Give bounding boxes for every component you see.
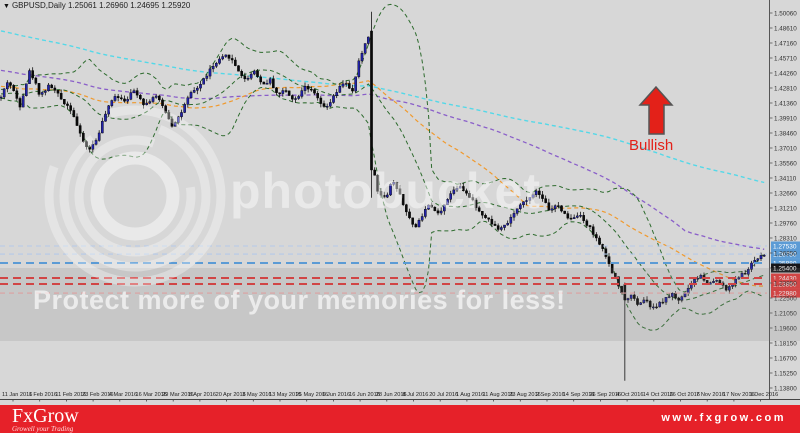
time-axis-label: 17 Nov 2016	[723, 392, 755, 398]
price-axis-label: 1.15250	[774, 370, 797, 377]
price-axis-label: 1.19600	[774, 325, 797, 332]
time-axis-label: 26 Sep 2016	[589, 392, 621, 398]
footer-logo: FxGrow Growell your Trading	[12, 406, 79, 433]
bullish-arrow-icon	[638, 85, 674, 135]
level-price-box	[771, 279, 800, 289]
price-axis-label: 1.16700	[774, 355, 797, 362]
time-axis-label: 16 Mar 2016	[136, 392, 167, 398]
time-axis-label: 7 Nov 2016	[696, 392, 725, 398]
time-axis-label: 20 Jul 2016	[429, 392, 458, 398]
bollinger-middle-line	[1, 69, 765, 301]
time-axis-label: 4 Mar 2016	[109, 392, 137, 398]
price-axis-label: 1.28310	[774, 235, 797, 242]
price-axis-label: 1.13800	[774, 385, 797, 392]
time-axis-label: 28 Jun 2016	[376, 392, 407, 398]
level-price-box	[771, 288, 800, 298]
time-axis-label: 11 Feb 2016	[55, 392, 86, 398]
time-axis-label: 6 Jun 2016	[322, 392, 350, 398]
time-axis-label: 4 Oct 2016	[616, 392, 643, 398]
price-axis-label: 1.32660	[774, 190, 797, 197]
time-axis-label: 23 Aug 2016	[509, 392, 540, 398]
time-axis-label: 14 Oct 2016	[643, 392, 673, 398]
price-axis-label: 1.21050	[774, 310, 797, 317]
price-axis-label: 1.42810	[774, 85, 797, 92]
price-axis-label: 1.47160	[774, 40, 797, 47]
level-price-box	[771, 241, 800, 251]
time-axis-label: 23 Feb 2016	[82, 392, 113, 398]
time-axis-label: 1 Feb 2016	[29, 392, 57, 398]
price-axis-label: 1.22500	[774, 295, 797, 302]
price-axis-label: 1.37010	[774, 145, 797, 152]
time-axis-label: 8 Apr 2016	[189, 392, 216, 398]
time-axis-label: 11 Jan 2016	[2, 392, 32, 398]
symbol-dropdown-icon[interactable]: ▼	[3, 3, 10, 10]
candles-group	[0, 11, 766, 381]
level-price-box	[771, 258, 800, 268]
footer-website-link[interactable]: www.fxgrow.com	[661, 412, 786, 424]
price-axis-label: 1.39910	[774, 115, 797, 122]
time-axis-label: 26 Oct 2016	[670, 392, 700, 398]
sma50-line	[0, 80, 765, 287]
time-axis-label: 1 Aug 2016	[456, 392, 484, 398]
time-axis-label: 11 Aug 2016	[483, 392, 514, 398]
price-axis-label: 1.38460	[774, 130, 797, 137]
time-axis-label: 25 May 2016	[296, 392, 328, 398]
current-price-box	[771, 263, 800, 273]
time-axis-label: 8 Jul 2016	[403, 392, 429, 398]
bullish-annotation-label: Bullish	[629, 137, 674, 154]
price-axis-label: 1.45710	[774, 55, 797, 62]
price-axis-label: 1.35560	[774, 160, 797, 167]
svg-text:1.22980: 1.22980	[773, 291, 797, 298]
time-axis-label: 14 Sep 2016	[563, 392, 595, 398]
time-axis-label: 1 Dec 2016	[750, 392, 779, 398]
price-axis-label: 1.50060	[774, 10, 797, 17]
svg-text:1.27530: 1.27530	[773, 244, 797, 251]
price-axis-label: 1.23950	[774, 280, 797, 287]
price-axis-label: 1.18150	[774, 340, 797, 347]
chart-title: ▼ GBPUSD,Daily 1.25061 1.26960 1.24695 1.…	[3, 1, 190, 10]
time-axis-label: 2 Sep 2016	[536, 392, 565, 398]
sma200-line	[0, 30, 765, 184]
level-price-box	[771, 273, 800, 283]
time-axis-label: 29 Mar 2016	[162, 392, 193, 398]
svg-text:1.24430: 1.24430	[773, 276, 797, 283]
symbol-ohlc-text: GBPUSD,Daily 1.25061 1.26960 1.24695 1.2…	[11, 1, 191, 10]
svg-text:1.26750: 1.26750	[773, 252, 797, 259]
svg-text:1.25400: 1.25400	[773, 266, 797, 273]
price-axis-label: 1.44260	[774, 70, 797, 77]
price-axis-label: 1.34110	[774, 175, 797, 182]
footer-tagline: Growell your Trading	[12, 425, 74, 433]
footer-banner: FxGrow Growell your Trading www.fxgrow.c…	[0, 405, 800, 433]
price-axis-label: 1.31210	[774, 205, 797, 212]
svg-text:1.23850: 1.23850	[773, 282, 797, 289]
price-chart-canvas[interactable]: 1.275301.267501.258801.244301.238501.229…	[0, 0, 800, 405]
time-axis-label: 20 Apr 2016	[216, 392, 246, 398]
sma100-line	[0, 69, 765, 250]
price-axis-label: 1.26850	[774, 250, 797, 257]
footer-brand-name: FxGrow	[12, 405, 79, 427]
price-axis-label: 1.29760	[774, 220, 797, 227]
price-axis-label: 1.48610	[774, 25, 797, 32]
time-axis-label: 16 Jun 2016	[349, 392, 380, 398]
time-axis-label: 13 May 2016	[269, 392, 301, 398]
time-axis-label: 3 May 2016	[242, 392, 271, 398]
price-axis-label: 1.41360	[774, 100, 797, 107]
level-price-box	[771, 249, 800, 259]
